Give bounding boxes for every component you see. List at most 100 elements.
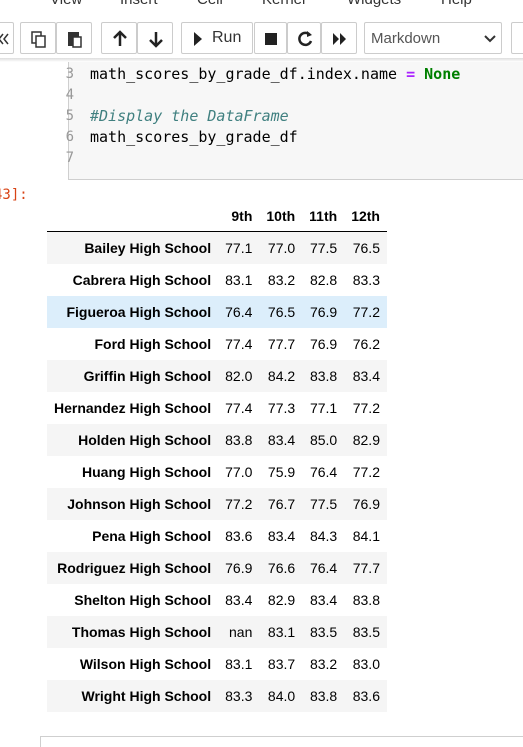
table-cell: 82.8 (309, 272, 338, 288)
table-body: Bailey High School 77.1 77.0 77.5 76.5 Cabrer… (47, 231, 387, 712)
code-token: None (424, 65, 461, 83)
table-head: 9th 10th 11th 12th (47, 201, 387, 232)
table-cell: 77.4 (225, 400, 253, 416)
next-cell[interactable] (40, 736, 523, 747)
row-index: Wright High School (81, 688, 212, 704)
icon (298, 31, 313, 47)
dataframe-table: 9th 10th 11th 12th Bailey High School 77.1 77… (47, 201, 387, 712)
table-row: Shelton High School 83.4 82.9 83.4 83.8 (47, 584, 387, 616)
table-cell: 83.4 (309, 592, 338, 608)
move-down-button[interactable] (137, 22, 173, 54)
code-line: math_scores_by_grade_df.index.name = Non… (90, 64, 460, 85)
restart-button[interactable] (287, 22, 321, 54)
table-cell: 76.9 (309, 304, 338, 320)
table-cell: 77.7 (267, 336, 296, 352)
row-index: Huang High School (82, 464, 212, 480)
icon (194, 32, 202, 46)
table-cell: 77.0 (225, 464, 253, 480)
table-cell: 84.0 (267, 688, 296, 704)
table-cell: 85.0 (309, 432, 338, 448)
row-index: Thomas High School (71, 624, 212, 640)
table-cell: 83.7 (267, 656, 296, 672)
menu-item: Widgets (347, 0, 401, 8)
column-header: 10th (259, 201, 303, 232)
paste-button[interactable] (56, 22, 92, 54)
table-cell: 77.2 (352, 464, 380, 480)
table-cell: 77.4 (225, 336, 253, 352)
row-index: Johnson High School (67, 496, 212, 512)
row-index: Hernandez High School (54, 400, 212, 416)
table-cell: 84.3 (309, 528, 338, 544)
table-cell: 83.3 (225, 688, 253, 704)
code-input[interactable] (68, 62, 523, 180)
table-cell: 83.8 (225, 432, 253, 448)
copy-button[interactable] (20, 22, 56, 54)
table-row: Thomas High School nan 83.1 83.5 83.5 (47, 616, 387, 648)
table-cell: 83.4 (267, 432, 296, 448)
table-row: Hernandez High School 77.4 77.3 77.1 77.2 (47, 392, 387, 424)
table-cell: 76.5 (352, 240, 380, 256)
table-row: Ford High School 77.4 77.7 76.9 76.2 (47, 328, 387, 360)
table-cell: 83.1 (225, 656, 253, 672)
icon (68, 32, 82, 48)
table-cell: 83.5 (309, 624, 338, 640)
row-index: Griffin High School (83, 368, 212, 384)
table-cell: 83.4 (352, 368, 380, 384)
table-cell: 83.6 (352, 688, 380, 704)
row-index: Ford High School (94, 336, 212, 352)
code-line: math_scores_by_grade_df (90, 127, 298, 148)
toggle-button[interactable] (0, 22, 14, 54)
table-cell: 82.9 (352, 432, 380, 448)
interrupt-button[interactable] (254, 22, 287, 54)
line-number: 4 (65, 87, 74, 103)
index-header (47, 201, 219, 232)
table-cell: 77.7 (352, 560, 380, 576)
row-index: Rodriguez High School (57, 560, 212, 576)
toolbar-button[interactable] (511, 22, 523, 54)
row-index: Pena High School (92, 528, 212, 544)
table-cell: 84.1 (352, 528, 380, 544)
line-number: 7 (65, 150, 74, 166)
table-cell: 76.7 (267, 496, 296, 512)
table-cell: 83.2 (267, 272, 296, 288)
cell-type-select[interactable]: Markdown (364, 22, 502, 54)
table-cell: 76.9 (352, 496, 380, 512)
icon (31, 31, 46, 48)
table-cell: 77.5 (309, 496, 338, 512)
table-cell: 84.2 (267, 368, 296, 384)
move-up-button[interactable] (101, 22, 137, 54)
table-cell: 83.1 (267, 624, 296, 640)
code-token: math_scores_by_grade_df (90, 128, 298, 146)
header-row: 9th 10th 11th 12th (47, 201, 387, 232)
table-cell: 77.1 (225, 240, 253, 256)
table-row: Rodriguez High School 76.9 76.6 76.4 77.7 (47, 552, 387, 584)
table-cell: 83.4 (225, 592, 253, 608)
code-token: = (406, 65, 425, 83)
table-cell: 83.8 (309, 368, 338, 384)
table-cell: 83.0 (352, 656, 380, 672)
table-cell: 77.2 (225, 496, 253, 512)
table-cell: 76.4 (225, 304, 253, 320)
run-button[interactable]: Run (181, 22, 253, 54)
table-cell: 83.1 (225, 272, 253, 288)
table-cell: nan (229, 624, 253, 640)
table-cell: 76.4 (309, 560, 338, 576)
table-cell: 76.6 (267, 560, 296, 576)
menu-item: Help (441, 0, 472, 8)
icon (0, 33, 9, 45)
output-prompt: 43]: (0, 187, 28, 203)
table-cell: 82.0 (225, 368, 253, 384)
table-cell: 77.3 (267, 400, 296, 416)
table-cell: 75.9 (267, 464, 296, 480)
table-cell: 83.4 (267, 528, 296, 544)
table-cell: 83.8 (352, 592, 380, 608)
line-number: 3 (65, 66, 74, 82)
table-cell: 82.9 (267, 592, 296, 608)
table-cell: 83.8 (309, 688, 338, 704)
run-all-button[interactable] (321, 22, 357, 54)
icon (265, 33, 277, 45)
table-cell: 77.2 (352, 304, 380, 320)
table-row: Bailey High School 77.1 77.0 77.5 76.5 (47, 231, 387, 264)
table-row: Huang High School 77.0 75.9 76.4 77.2 (47, 456, 387, 488)
